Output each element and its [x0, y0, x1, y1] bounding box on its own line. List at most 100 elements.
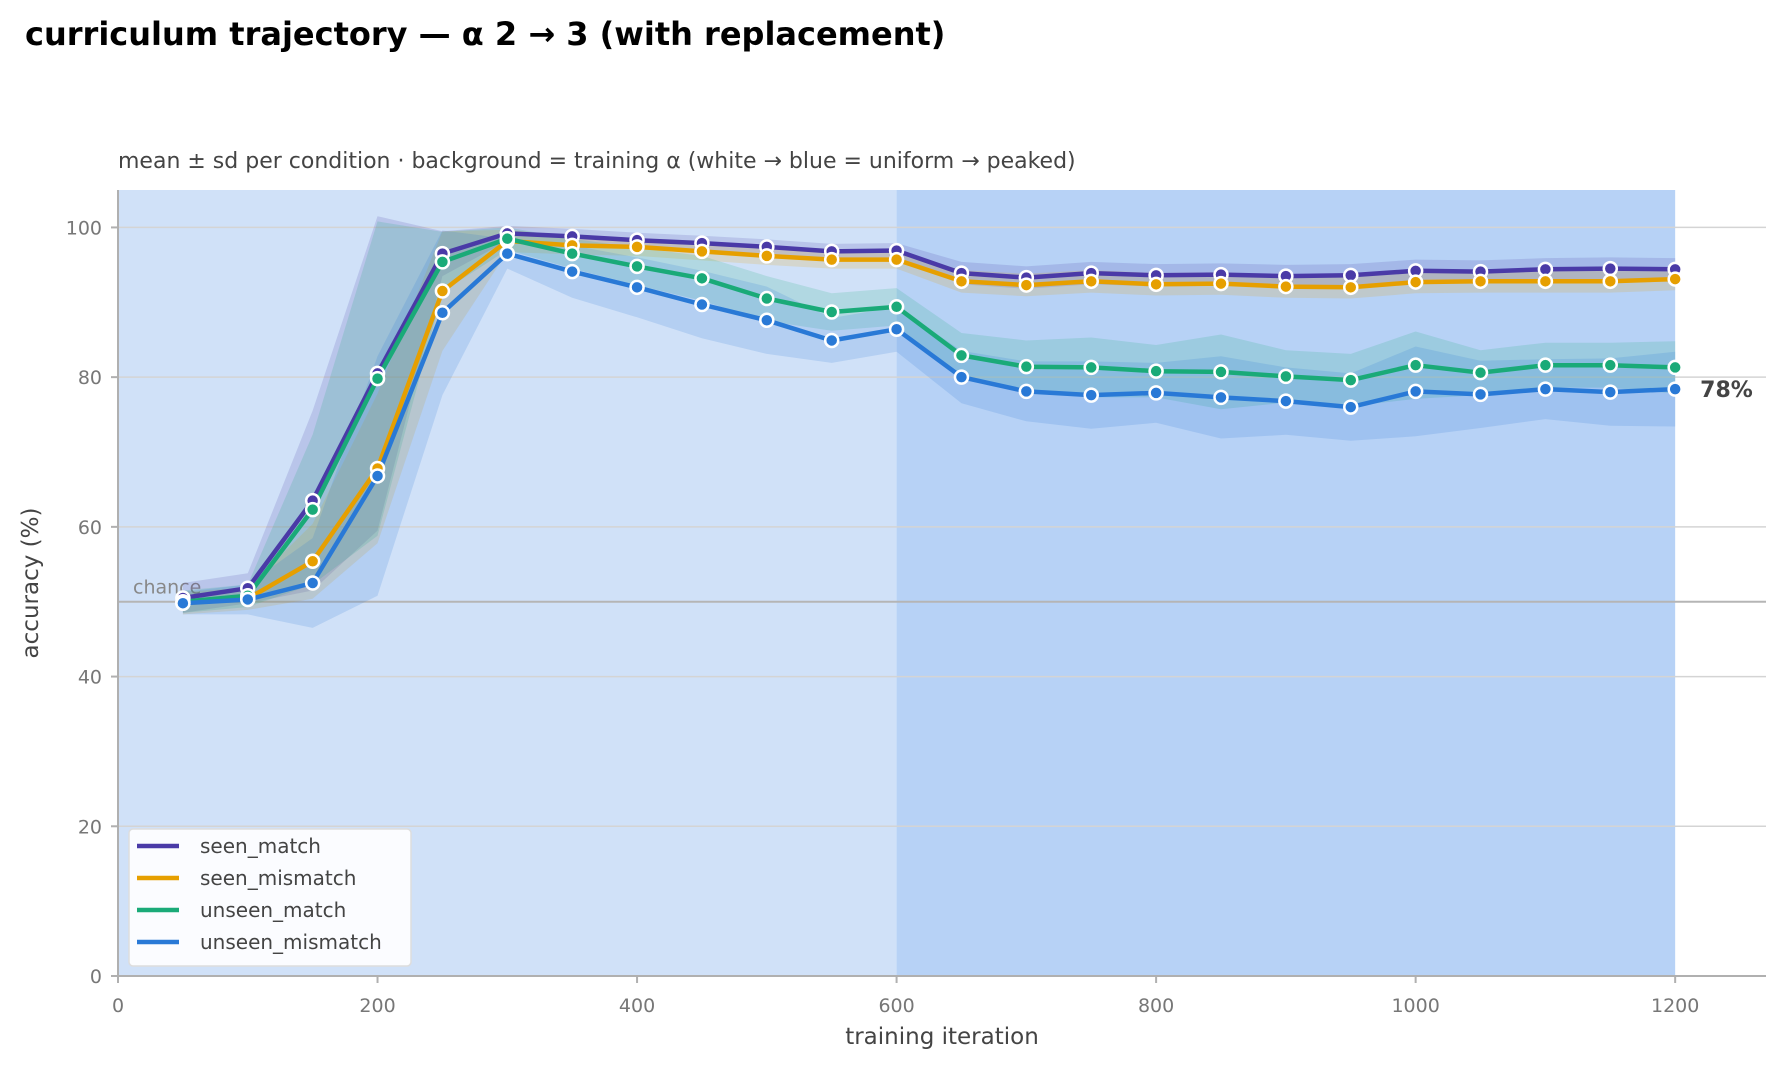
data-point-unseen_match-750	[1083, 359, 1099, 376]
data-point-unseen_match-250	[434, 254, 451, 270]
data-point-unseen_match-950	[1343, 372, 1359, 388]
data-point-unseen_match-550	[823, 304, 840, 320]
data-point-unseen_mismatch-550	[823, 332, 840, 349]
series-points	[175, 225, 1683, 611]
x-axis-label: training iteration	[845, 1024, 1039, 1050]
data-point-unseen_mismatch-400	[629, 279, 645, 296]
x-tick-label-800: 800	[1138, 995, 1174, 1017]
data-point-unseen_match-200	[369, 370, 386, 387]
x-tick-label-400: 400	[619, 995, 655, 1017]
end-value-label: 78%	[1700, 378, 1753, 403]
data-point-unseen_match-150	[304, 501, 321, 518]
data-point-seen_mismatch-1000	[1407, 274, 1424, 290]
data-point-unseen_match-300	[499, 230, 516, 247]
data-point-unseen_mismatch-800	[1148, 385, 1164, 401]
data-point-seen_mismatch-950	[1343, 279, 1359, 296]
legend-label-unseen_match: unseen_match	[200, 898, 346, 922]
data-point-seen_mismatch-1050	[1472, 273, 1489, 290]
data-point-seen_mismatch-750	[1083, 273, 1099, 290]
chart-subtitle: mean ± sd per condition · background = t…	[118, 149, 1076, 174]
data-point-unseen_mismatch-500	[759, 312, 775, 329]
y-tick-label-40: 40	[78, 667, 102, 689]
data-point-unseen_mismatch-450	[694, 296, 710, 313]
x-tick-label-1000: 1000	[1391, 995, 1439, 1017]
y-tick-label-60: 60	[78, 517, 102, 539]
data-point-unseen_mismatch-250	[434, 305, 451, 321]
data-point-unseen_match-1100	[1537, 357, 1554, 373]
data-point-unseen_match-800	[1148, 363, 1164, 379]
data-point-unseen_mismatch-700	[1018, 383, 1035, 400]
sd-band-seen_mismatch	[182, 229, 1676, 615]
data-point-unseen_match-450	[694, 270, 710, 287]
series-lines	[180, 231, 1678, 606]
data-point-unseen_match-850	[1213, 364, 1229, 380]
data-point-unseen_mismatch-150	[304, 575, 321, 591]
data-point-seen_mismatch-800	[1148, 276, 1164, 293]
data-point-unseen_mismatch-950	[1343, 399, 1359, 415]
data-point-seen_mismatch-550	[823, 251, 840, 268]
sd-bands	[182, 216, 1676, 628]
axes	[117, 190, 1766, 977]
data-point-unseen_match-1200	[1667, 359, 1683, 376]
data-point-unseen_mismatch-100	[240, 591, 256, 608]
data-point-seen_mismatch-600	[888, 251, 905, 268]
data-point-unseen_mismatch-1200	[1667, 381, 1683, 397]
legend-box	[128, 828, 412, 967]
data-point-unseen_mismatch-350	[564, 263, 580, 280]
data-point-unseen_match-1050	[1472, 364, 1489, 381]
data-point-unseen_match-700	[1018, 358, 1035, 375]
legend-label-seen_mismatch: seen_mismatch	[200, 866, 356, 890]
x-tick-label-0: 0	[112, 995, 124, 1017]
data-point-seen_mismatch-450	[694, 243, 710, 260]
data-point-unseen_match-1000	[1407, 357, 1424, 373]
data-point-unseen_mismatch-1000	[1407, 383, 1424, 400]
data-point-seen_mismatch-850	[1213, 275, 1229, 292]
legend: seen_match seen_mismatch unseen_matchunsee…	[128, 828, 412, 967]
data-point-unseen_match-1150	[1602, 357, 1619, 373]
data-point-unseen_match-400	[629, 258, 645, 275]
data-point-unseen_mismatch-750	[1083, 387, 1099, 403]
series-line-unseen_match	[180, 236, 1678, 604]
data-point-seen_mismatch-900	[1278, 278, 1294, 295]
data-point-unseen_mismatch-900	[1278, 393, 1294, 409]
legend-label-unseen_mismatch: unseen_mismatch	[200, 930, 382, 954]
data-point-seen_mismatch-1100	[1537, 273, 1554, 290]
series-line-seen_mismatch	[180, 238, 1678, 606]
data-point-unseen_match-650	[953, 347, 970, 364]
legend-label-seen_match: seen_match	[200, 834, 321, 858]
data-point-unseen_match-500	[759, 290, 775, 307]
data-point-unseen_mismatch-650	[953, 369, 970, 385]
data-point-unseen_mismatch-850	[1213, 389, 1229, 406]
tick-labels: 0 200 400 600 800 1000 1200 0 20 40 60 80 100	[66, 217, 1700, 1017]
data-point-unseen_mismatch-200	[369, 468, 386, 484]
data-point-unseen_match-350	[564, 245, 580, 262]
x-tick-label-200: 200	[359, 995, 395, 1017]
data-point-unseen_mismatch-1050	[1472, 386, 1489, 403]
data-point-unseen_match-600	[888, 299, 905, 315]
series-line-unseen_mismatch	[180, 251, 1678, 606]
data-point-seen_mismatch-1200	[1667, 271, 1683, 287]
y-axis-label: accuracy (%)	[18, 508, 44, 659]
sd-band-unseen_mismatch	[182, 230, 1676, 628]
x-tick-label-600: 600	[878, 995, 914, 1017]
data-point-seen_mismatch-150	[304, 553, 321, 570]
data-point-seen_mismatch-400	[629, 239, 645, 255]
data-point-seen_mismatch-1150	[1602, 273, 1619, 290]
y-tick-label-20: 20	[78, 816, 102, 838]
series-line-seen_match	[180, 231, 1678, 601]
data-point-seen_mismatch-500	[759, 248, 775, 264]
data-point-unseen_mismatch-600	[888, 321, 905, 337]
y-tick-label-80: 80	[78, 367, 102, 389]
data-point-unseen_mismatch-50	[175, 595, 191, 611]
data-point-seen_mismatch-650	[953, 273, 970, 290]
y-tick-label-100: 100	[66, 217, 102, 239]
grid-lines	[118, 226, 1766, 828]
y-tick-label-0: 0	[90, 966, 102, 988]
data-point-unseen_mismatch-1100	[1537, 381, 1554, 397]
data-point-unseen_mismatch-1150	[1602, 384, 1619, 400]
data-point-seen_match-1150	[1602, 260, 1619, 277]
data-point-unseen_mismatch-300	[499, 245, 516, 262]
x-tick-label-1200: 1200	[1651, 995, 1699, 1017]
background-band-1	[896, 190, 1676, 976]
